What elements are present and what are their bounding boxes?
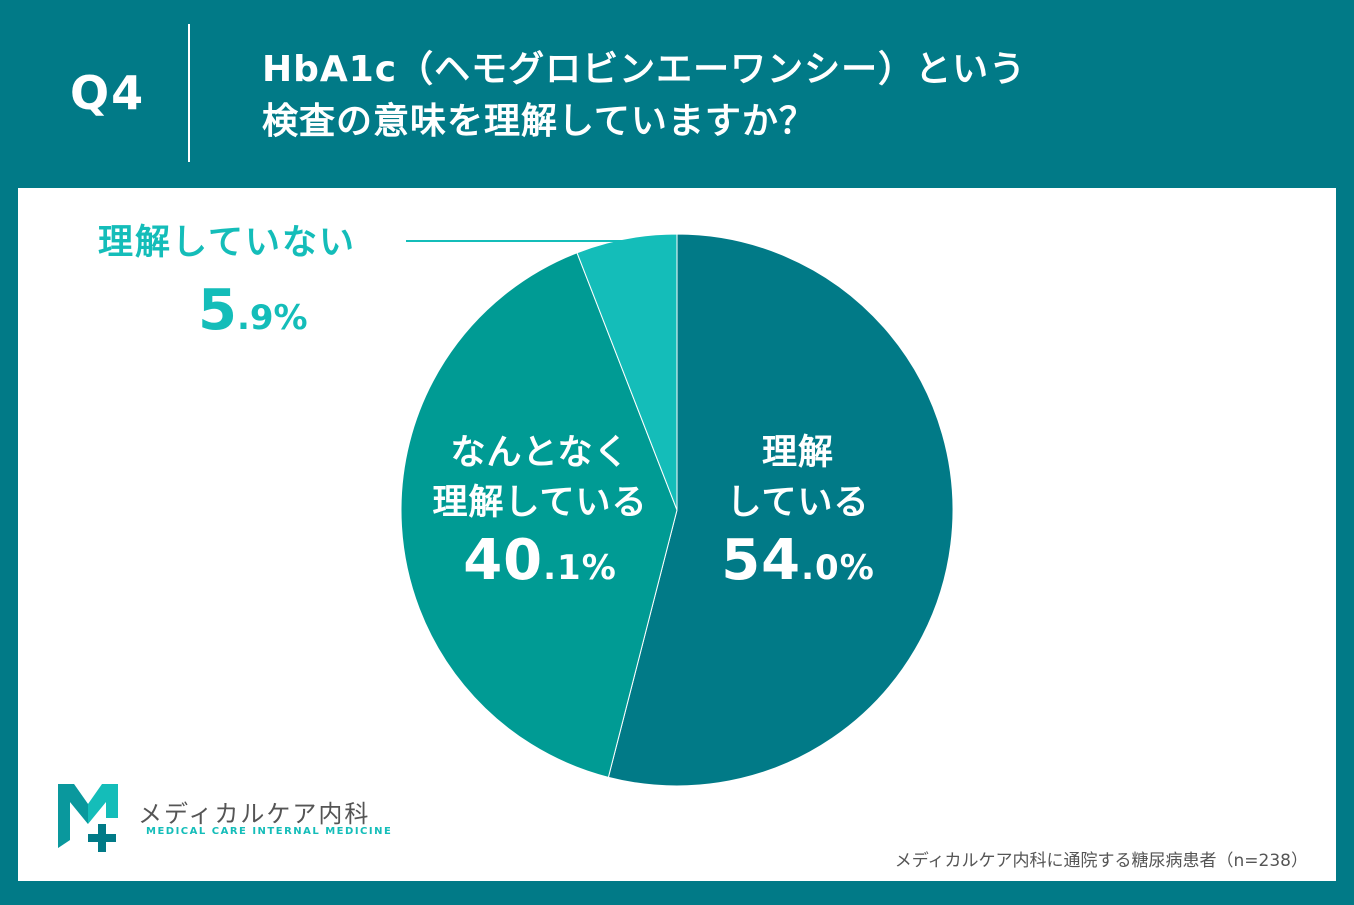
header: Q4 HbA1c（ヘモグロビンエーワンシー）という 検査の意味を理解していますか… <box>0 0 1354 188</box>
slice-value-understand: 54.0% <box>721 528 875 593</box>
slice-label-not-understand: 理解していない <box>98 223 356 263</box>
question-title-line2: 検査の意味を理解していますか？ <box>262 101 816 142</box>
question-number: Q4 <box>70 66 146 120</box>
slice-label-understand-line1: 理解 <box>761 433 834 473</box>
brand-logo: メディカルケア内科 MEDICAL CARE INTERNAL MEDICINE <box>54 782 414 852</box>
pie-chart <box>400 233 954 787</box>
logo-name: メディカルケア内科 <box>138 800 371 828</box>
slice-label-somewhat-line1: なんとなく <box>450 433 630 473</box>
slice-label-somewhat-line2: 理解している <box>432 483 648 523</box>
medical-cross-m-logo-icon <box>58 784 118 852</box>
slice-label-understand-line2: している <box>726 483 870 523</box>
footnote: メディカルケア内科に通院する糖尿病患者（n=238） <box>894 851 1308 871</box>
pie-slice-somewhat <box>400 252 678 778</box>
leader-line <box>406 240 676 242</box>
question-title-line1: HbA1c（ヘモグロビンエーワンシー）という <box>262 49 1027 90</box>
header-divider <box>188 24 190 162</box>
question-title: HbA1c（ヘモグロビンエーワンシー）という 検査の意味を理解していますか？ <box>262 44 1262 148</box>
slice-value-somewhat: 40.1% <box>463 528 617 593</box>
slice-label-somewhat: なんとなく 理解している 40.1% <box>400 428 680 593</box>
pie-slice-understand <box>607 233 954 787</box>
slice-value-not-understand: 5.9% <box>198 278 308 343</box>
slice-label-understand: 理解 している 54.0% <box>678 428 918 593</box>
pie-slice-not-understand <box>576 233 678 511</box>
logo-subtitle: MEDICAL CARE INTERNAL MEDICINE <box>146 826 393 837</box>
chart-panel: 理解していない 5.9% なんとなく 理解している 40.1% 理解 している … <box>18 188 1336 881</box>
